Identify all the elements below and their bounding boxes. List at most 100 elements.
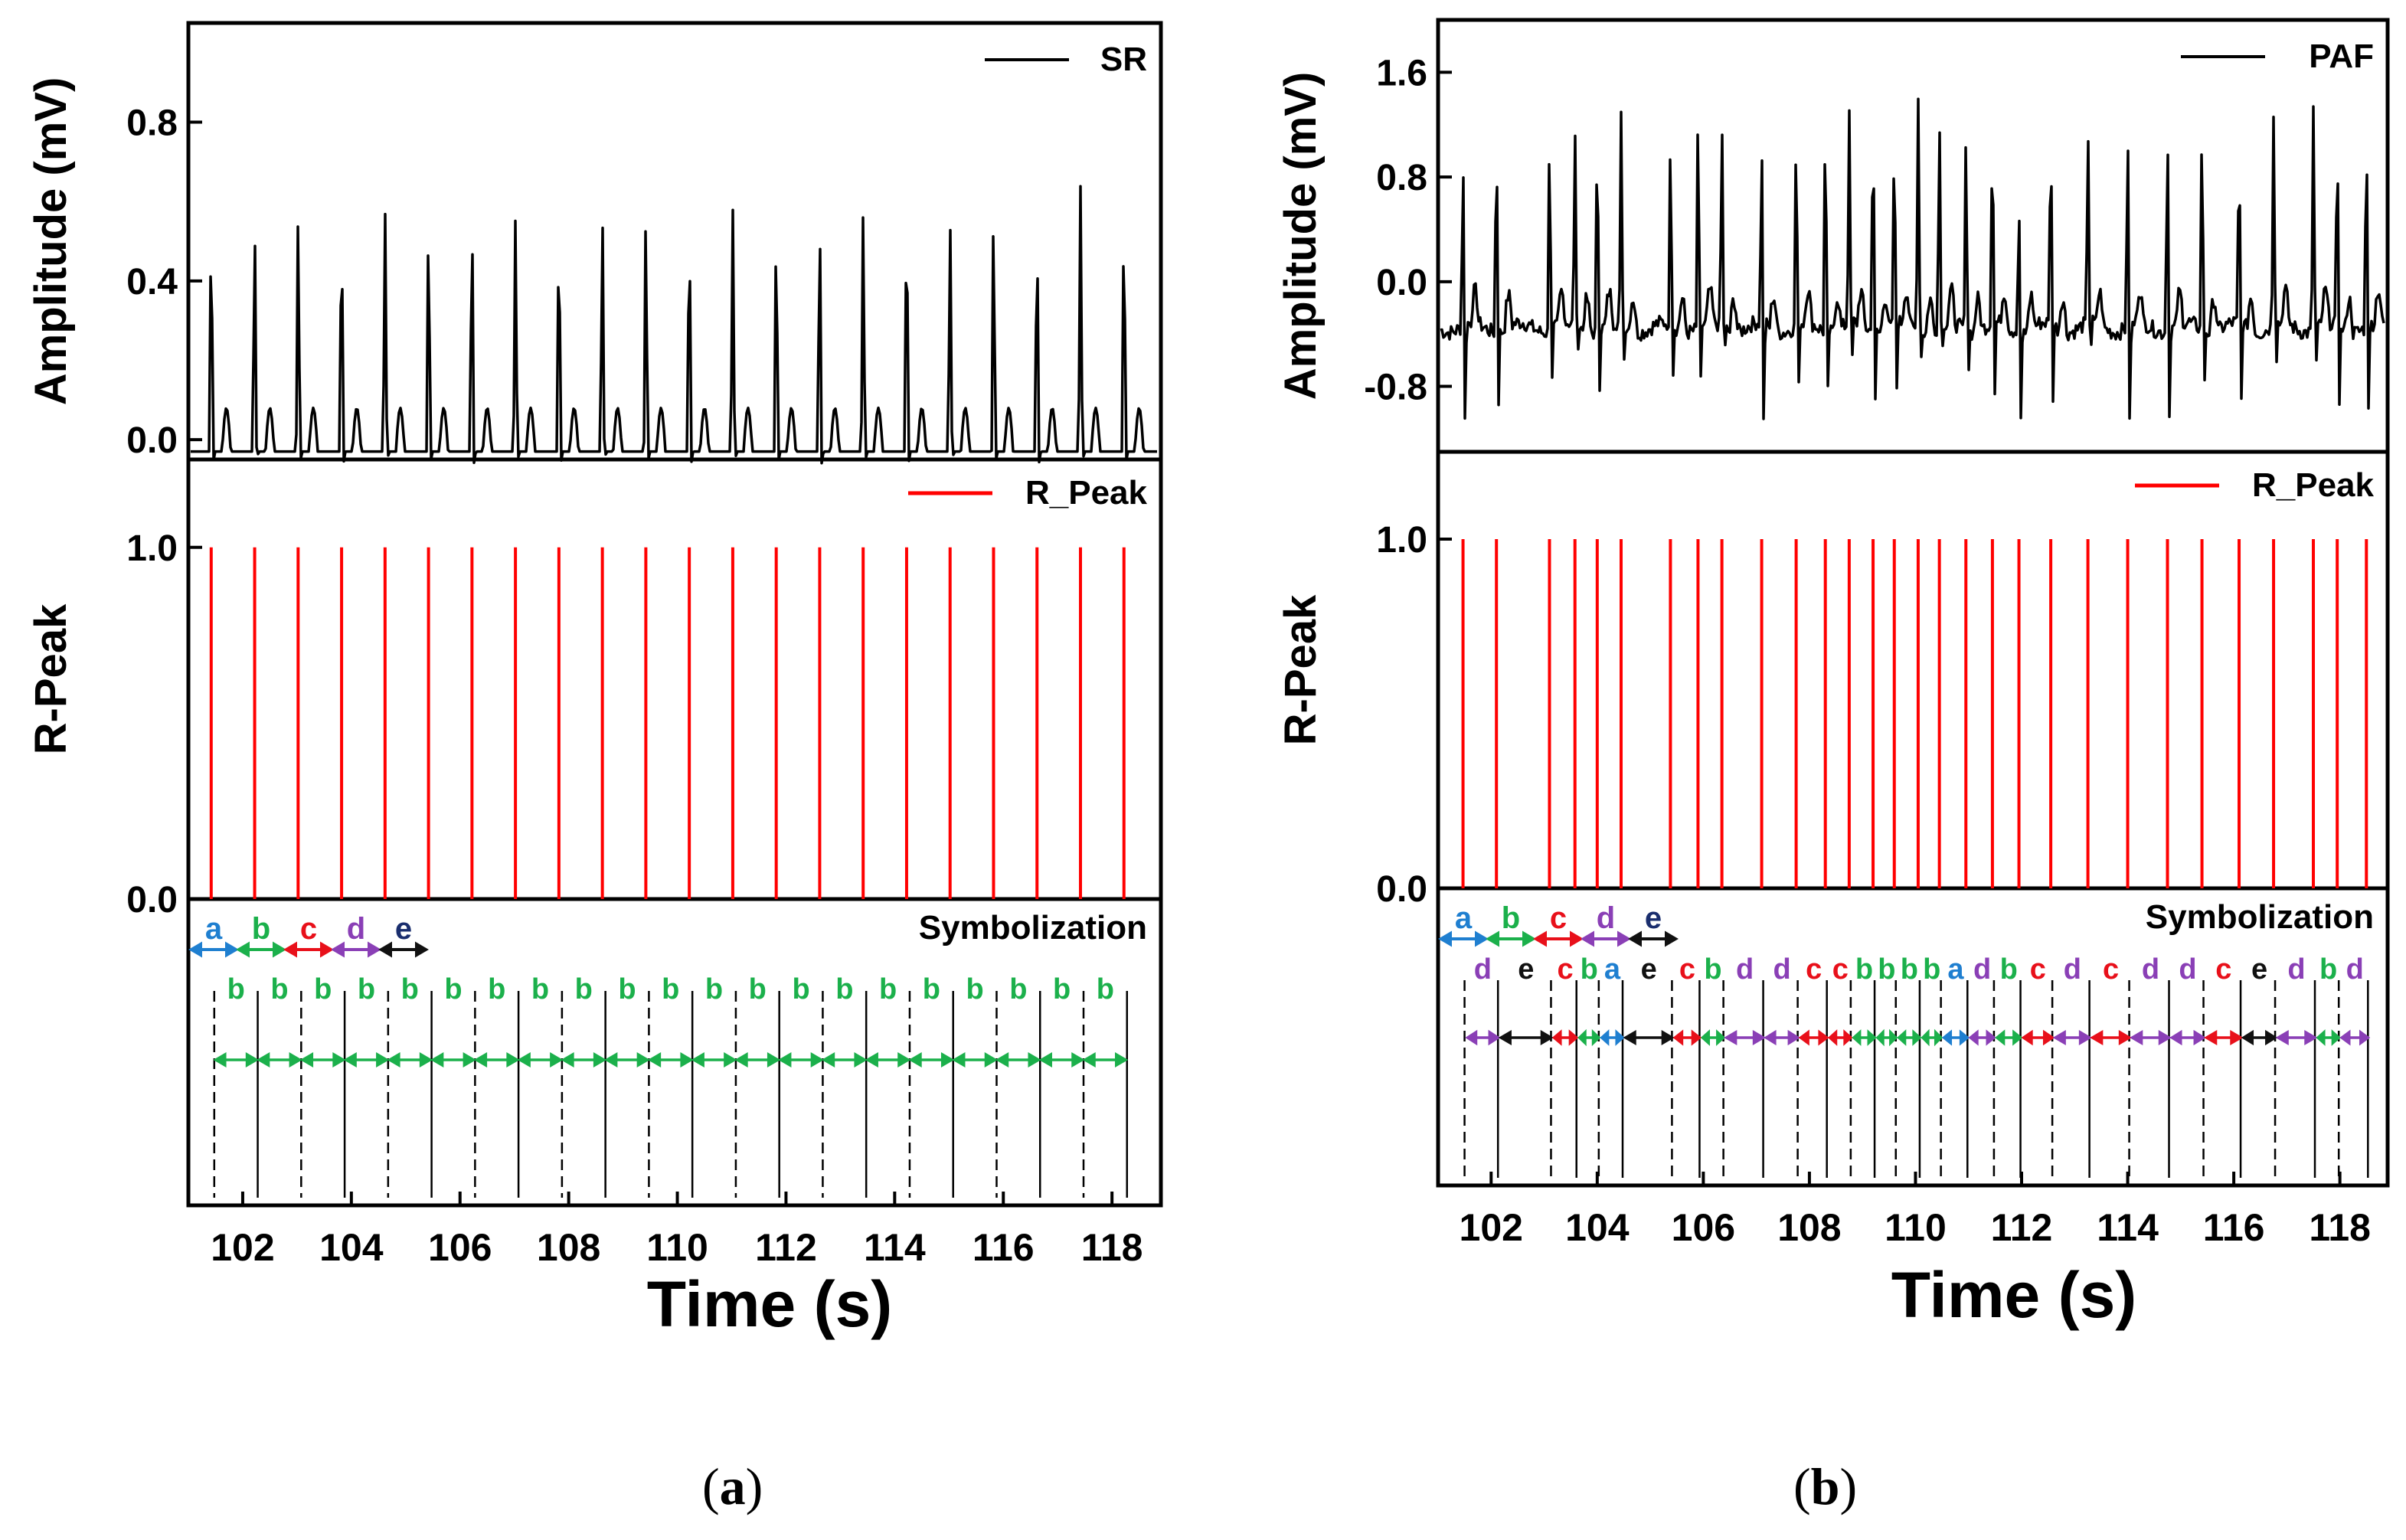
symbol-arrow-b (343, 1051, 390, 1068)
y-tick-label: 1.0 (1376, 520, 1427, 561)
symbol-label-b: b (227, 973, 245, 1005)
symbol-label-e: e (1518, 953, 1534, 986)
symbol-label-e: e (1641, 953, 1657, 986)
symbol-arrow-d (2169, 1029, 2206, 1046)
caption-open-paren: ( (1793, 1457, 1811, 1515)
x-tick-label: 116 (973, 1226, 1035, 1269)
x-tick-label: 102 (1460, 1206, 1523, 1249)
x-tick-label: 106 (428, 1226, 492, 1269)
symbol-label-d: d (2287, 953, 2305, 986)
symbol-arrow-c (1672, 1029, 1702, 1046)
y-tick-label: 0.0 (126, 880, 178, 920)
key-label-a: a (1455, 901, 1473, 935)
symbol-label-b: b (1923, 953, 1940, 986)
symbol-label-b: b (1878, 953, 1895, 986)
caption-close-paren: ) (1839, 1457, 1857, 1515)
symbol-label-a: a (1947, 953, 1964, 986)
symbol-label-c: c (1558, 953, 1574, 986)
subplot-frame-ecg (186, 21, 1163, 462)
symbol-label-d: d (1474, 953, 1492, 986)
symbol-label-c: c (2215, 953, 2231, 986)
symbol-arrow-b (734, 1051, 781, 1068)
symbol-label-b: b (1901, 953, 1918, 986)
key-label-d: d (347, 912, 365, 946)
x-tick-label: 108 (537, 1226, 600, 1269)
x-tick-label: 114 (2097, 1206, 2159, 1249)
y-tick-label: 1.6 (1376, 53, 1427, 93)
symbol-label-b: b (1855, 953, 1873, 986)
symbol-label-a: a (1604, 953, 1621, 986)
symbol-arrow-b (821, 1051, 868, 1068)
y-axis-label: R-Peak (1276, 594, 1326, 745)
symbolization-title: Symbolization (2146, 898, 2374, 936)
symbol-arrow-e (1623, 1029, 1675, 1046)
panel-caption: (a) (702, 1457, 763, 1515)
key-arrow-a (188, 941, 239, 958)
symbol-label-b: b (1009, 973, 1027, 1005)
x-tick-label: 118 (2309, 1206, 2371, 1249)
symbol-label-b: b (966, 973, 983, 1005)
y-tick-label: 0.8 (1376, 158, 1427, 198)
symbol-arrow-e (1498, 1029, 1554, 1046)
symbol-label-b: b (1053, 973, 1071, 1005)
key-arrow-e (1628, 930, 1679, 947)
legend-label: R_Peak (1025, 474, 1148, 512)
key-arrow-d (1581, 930, 1631, 947)
symbol-arrow-b (1700, 1029, 1726, 1046)
panel-a: 0.0 0.4 0.8 Amplitude (mV) SR 0.0 1.0 R-Peak R_P… (26, 21, 1163, 1515)
subplot-frame-ecg (1436, 18, 2390, 454)
x-tick-label: 108 (1777, 1206, 1841, 1249)
key-arrow-c (1533, 930, 1584, 947)
symbol-label-b: b (358, 973, 375, 1005)
symbol-label-b: b (444, 973, 462, 1005)
ecg-trace-PAF (1440, 97, 2385, 420)
subplot-frame-rpeak (1436, 450, 2390, 891)
caption-letter: b (1811, 1457, 1840, 1515)
symbol-arrow-b (473, 1051, 520, 1068)
legend-label: PAF (2309, 38, 2374, 75)
y-tick-label: 0.0 (1376, 263, 1427, 303)
y-axis-label: Amplitude (mV) (1276, 72, 1326, 401)
x-tick-label: 112 (755, 1226, 817, 1269)
symbol-label-d: d (1773, 953, 1790, 986)
subplot-frame-symbol (186, 897, 1163, 1208)
symbol-arrow-b (561, 1051, 607, 1068)
symbol-arrow-d (1465, 1029, 1501, 1046)
symbol-label-b: b (270, 973, 288, 1005)
symbol-label-b: b (1581, 953, 1598, 986)
y-tick-label: 0.0 (1376, 869, 1427, 910)
symbol-arrow-d (2339, 1029, 2371, 1046)
x-axis-label: Time (s) (1891, 1259, 2137, 1331)
subplot-frame-symbol (1436, 886, 2390, 1188)
y-tick-label: 1.0 (126, 528, 178, 569)
symbol-label-d: d (2142, 953, 2159, 986)
symbol-arrow-b (1577, 1028, 1601, 1047)
key-arrow-a (1438, 930, 1489, 947)
subplot-frame-rpeak (186, 457, 1163, 901)
symbol-label-d: d (1973, 953, 1991, 986)
y-tick-label: 0.8 (126, 103, 178, 144)
symbolization-title: Symbolization (919, 909, 1147, 947)
symbol-arrow-b (2316, 1029, 2341, 1046)
symbol-arrow-a (1941, 1029, 1970, 1046)
symbol-arrow-b (257, 1051, 302, 1068)
symbol-arrow-b (1852, 1029, 1877, 1046)
caption-letter: a (720, 1457, 746, 1515)
legend-label: R_Peak (2252, 466, 2375, 504)
x-axis-label: Time (s) (647, 1268, 893, 1340)
key-label-c: c (1550, 901, 1567, 935)
key-arrow-c (283, 941, 334, 958)
symbol-arrow-b (865, 1051, 911, 1068)
symbol-label-b: b (1704, 953, 1721, 986)
symbol-arrow-b (430, 1051, 476, 1068)
symbol-arrow-e (2241, 1029, 2278, 1046)
symbol-label-b: b (2000, 953, 2018, 986)
symbol-arrow-b (778, 1051, 824, 1068)
symbol-arrow-b (995, 1051, 1041, 1068)
key-label-b: b (252, 912, 270, 946)
symbol-arrow-b (213, 1051, 260, 1068)
key-arrow-b (236, 941, 286, 958)
symbol-label-b: b (401, 973, 419, 1005)
symbol-label-e: e (2251, 953, 2267, 986)
symbol-arrow-b (299, 1051, 346, 1068)
